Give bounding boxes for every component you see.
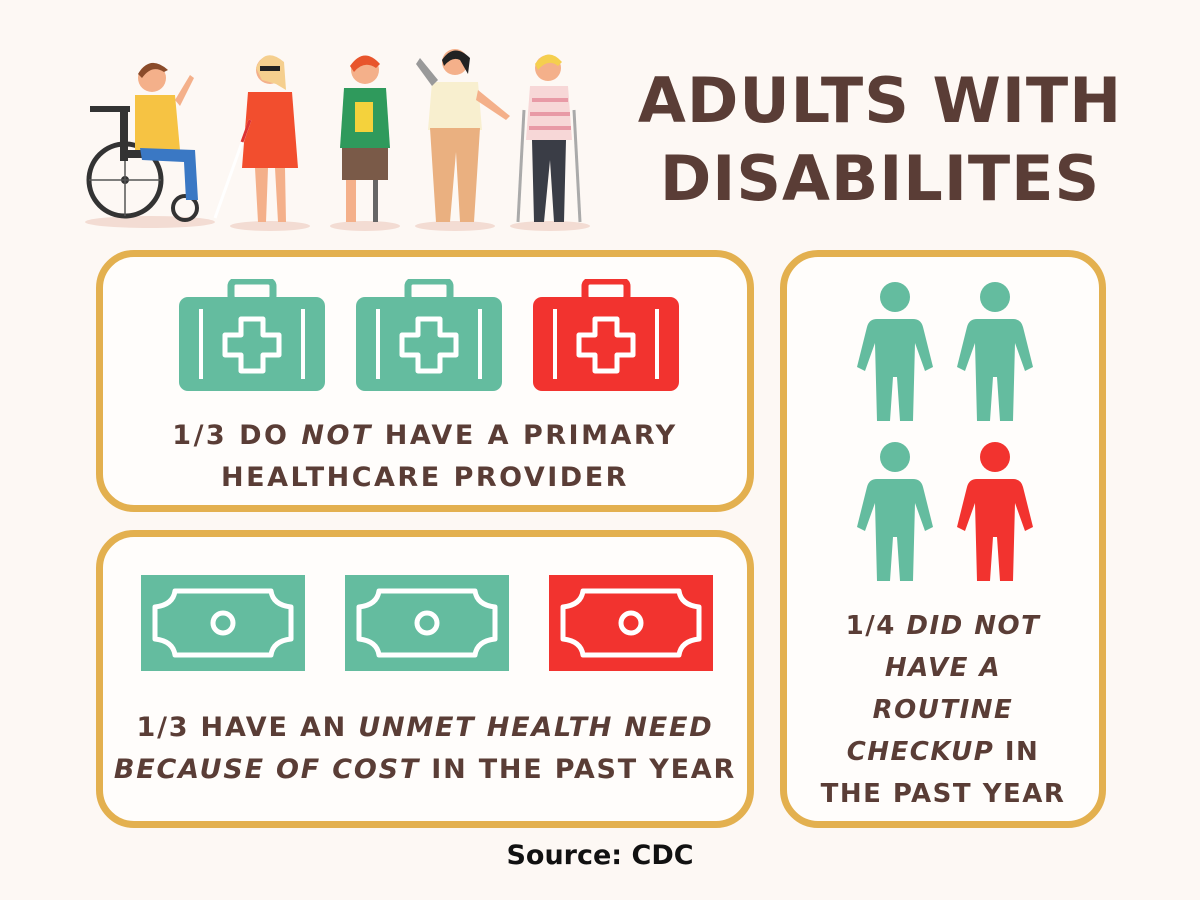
- checkup-card: 1/4 DID NOT HAVE A ROUTINE CHECKUP IN TH…: [780, 250, 1106, 828]
- wheelchair-user-figure: [86, 62, 199, 222]
- healthcare-provider-card: 1/3 DO NOT HAVE A PRIMARY HEALTHCARE PRO…: [96, 250, 754, 512]
- medical-kit-icon: [356, 279, 502, 391]
- title-line-1: ADULTS WITH: [637, 64, 1123, 137]
- page-title: ADULTS WITH DISABILITES: [630, 62, 1130, 218]
- prosthetic-arm-woman-figure: [416, 49, 510, 222]
- cost-card: 1/3 HAVE AN UNMET HEALTH NEED BECAUSE OF…: [96, 530, 754, 828]
- healthcare-caption: 1/3 DO NOT HAVE A PRIMARY HEALTHCARE PRO…: [103, 415, 747, 499]
- caption-emphasis: DID NOT: [906, 611, 1041, 641]
- caption-emphasis: NOT: [301, 420, 373, 451]
- blind-woman-figure: [213, 55, 298, 222]
- caption-text: 1/4: [845, 611, 907, 641]
- caption-text: IN THE PAST YEAR: [420, 754, 737, 785]
- caption-text: HEALTHCARE PROVIDER: [221, 462, 629, 493]
- person-icon: [857, 442, 933, 581]
- caption-text: 1/3 HAVE AN: [136, 712, 359, 743]
- person-icon: [957, 282, 1033, 421]
- banknote-icon: [141, 575, 305, 671]
- person-icon: [857, 282, 933, 421]
- caption-emphasis: BECAUSE OF COST: [113, 754, 421, 785]
- title-line-2: DISABILITES: [659, 142, 1101, 215]
- caption-emphasis: HAVE A: [884, 653, 1002, 683]
- people-illustration: [85, 49, 590, 231]
- medical-kit-icon: [533, 279, 679, 391]
- caption-emphasis: CHECKUP: [846, 737, 995, 767]
- caption-text: IN: [994, 737, 1040, 767]
- banknote-icon: [345, 575, 509, 671]
- crutches-boy-figure: [516, 54, 582, 223]
- caption-text: HAVE A PRIMARY: [372, 420, 678, 451]
- person-icon: [957, 442, 1033, 581]
- medical-kit-icon: [179, 279, 325, 391]
- source-citation: Source: CDC: [506, 840, 694, 871]
- prosthetic-leg-person-figure: [340, 55, 390, 222]
- banknote-icon: [549, 575, 713, 671]
- caption-emphasis: UNMET HEALTH NEED: [358, 712, 714, 743]
- caption-text: 1/3 DO: [172, 420, 302, 451]
- caption-text: THE PAST YEAR: [820, 779, 1066, 809]
- caption-emphasis: ROUTINE: [872, 695, 1014, 725]
- cost-caption: 1/3 HAVE AN UNMET HEALTH NEED BECAUSE OF…: [103, 707, 747, 791]
- checkup-caption: 1/4 DID NOT HAVE A ROUTINE CHECKUP IN TH…: [787, 605, 1099, 815]
